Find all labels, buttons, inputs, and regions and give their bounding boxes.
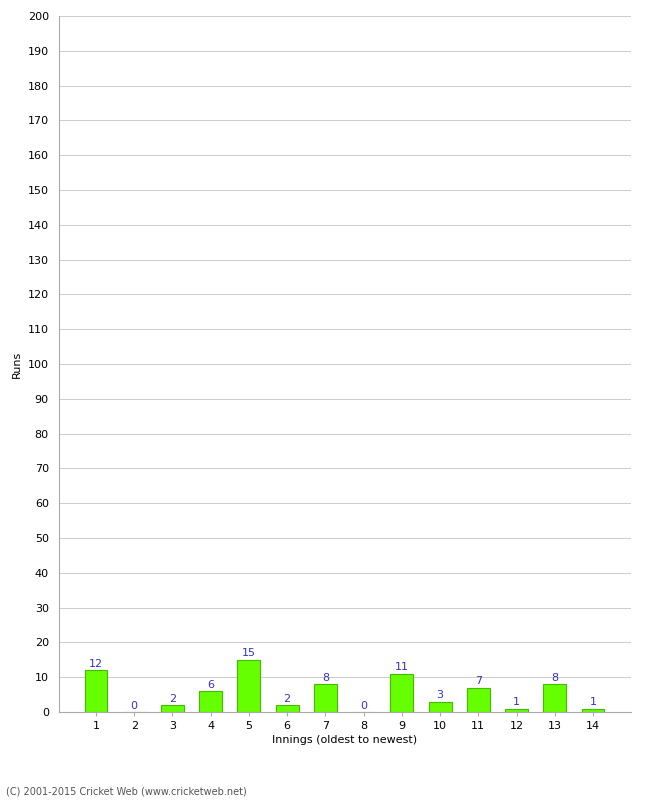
Text: 1: 1 [513, 697, 520, 707]
Bar [391, 674, 413, 712]
Text: 7: 7 [474, 676, 482, 686]
Bar [428, 702, 452, 712]
Text: 1: 1 [590, 697, 597, 707]
Text: 8: 8 [551, 673, 558, 682]
Bar [505, 709, 528, 712]
Text: 12: 12 [89, 659, 103, 669]
Bar [276, 705, 298, 712]
Bar [237, 660, 261, 712]
Text: (C) 2001-2015 Cricket Web (www.cricketweb.net): (C) 2001-2015 Cricket Web (www.cricketwe… [6, 786, 247, 796]
Bar [582, 709, 604, 712]
Text: 0: 0 [360, 701, 367, 710]
Text: 3: 3 [437, 690, 443, 700]
Text: 15: 15 [242, 649, 256, 658]
Text: 0: 0 [131, 701, 138, 710]
Text: 8: 8 [322, 673, 329, 682]
Bar [543, 684, 566, 712]
Bar [84, 670, 107, 712]
Text: 2: 2 [283, 694, 291, 704]
Text: 2: 2 [169, 694, 176, 704]
Bar [467, 688, 490, 712]
Bar [161, 705, 184, 712]
Y-axis label: Runs: Runs [12, 350, 22, 378]
Bar [314, 684, 337, 712]
X-axis label: Innings (oldest to newest): Innings (oldest to newest) [272, 735, 417, 745]
Text: 11: 11 [395, 662, 409, 672]
Text: 6: 6 [207, 680, 214, 690]
Bar [199, 691, 222, 712]
